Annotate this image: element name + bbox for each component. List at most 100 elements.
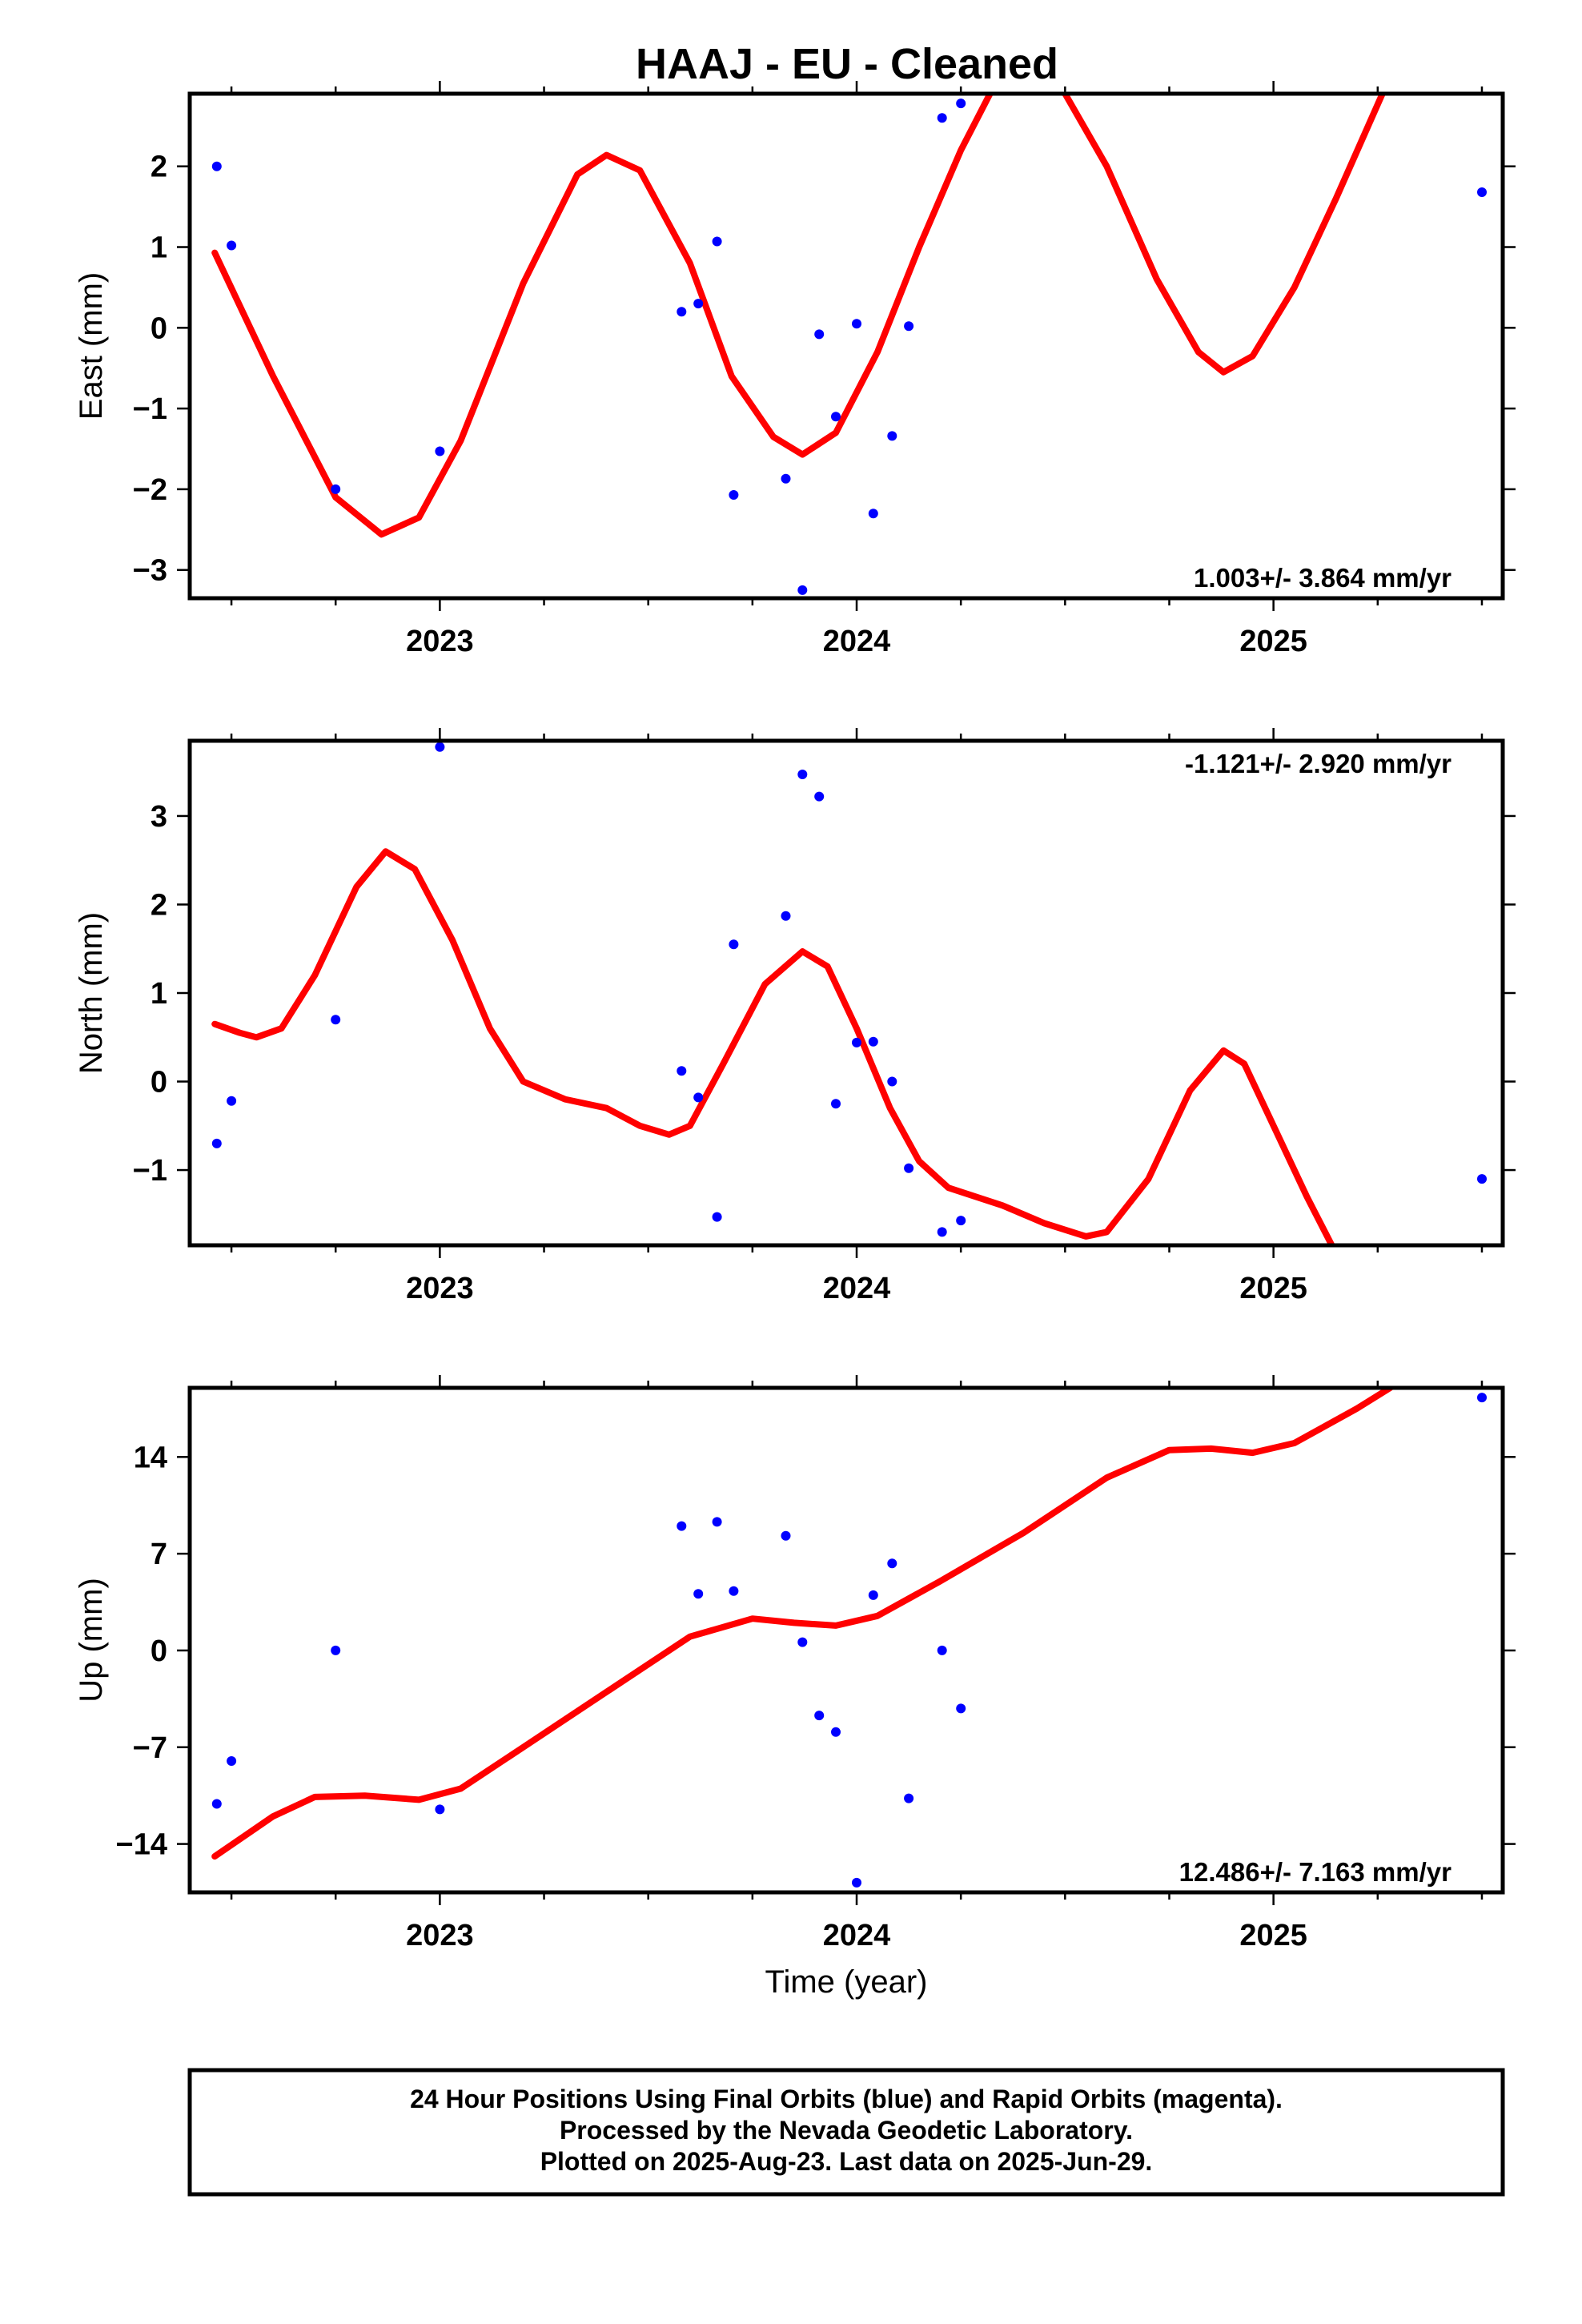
y-tick-label: 7 bbox=[151, 1538, 167, 1571]
footer-line-2: Processed by the Nevada Geodetic Laborat… bbox=[560, 2116, 1133, 2145]
data-point bbox=[797, 770, 808, 779]
data-point bbox=[937, 113, 947, 123]
data-point bbox=[831, 1727, 841, 1737]
data-point bbox=[729, 490, 739, 500]
data-point bbox=[904, 1793, 914, 1803]
model-fit-line bbox=[211, 848, 1335, 1245]
data-point bbox=[852, 1037, 861, 1047]
data-point bbox=[227, 1756, 237, 1766]
y-tick-label: 0 bbox=[151, 1634, 167, 1668]
y-tick-label: 1 bbox=[151, 977, 167, 1011]
y-tick-label: 1 bbox=[151, 231, 167, 265]
data-point bbox=[331, 1015, 341, 1025]
data-point bbox=[227, 240, 237, 251]
y-tick-label: 0 bbox=[151, 1066, 167, 1100]
data-point bbox=[868, 1590, 878, 1600]
data-point bbox=[677, 1521, 687, 1531]
data-point bbox=[211, 1799, 222, 1809]
data-point bbox=[1477, 1393, 1487, 1403]
footer-line-3: Plotted on 2025-Aug-23. Last data on 202… bbox=[540, 2147, 1153, 2176]
x-axis-label: Time (year) bbox=[765, 1964, 928, 2000]
x-tick-label: 2023 bbox=[406, 625, 474, 658]
data-point bbox=[677, 1066, 687, 1076]
plot-frame bbox=[187, 1385, 1505, 1895]
y-tick-label: 0 bbox=[151, 312, 167, 345]
data-point bbox=[712, 1517, 722, 1527]
data-point bbox=[781, 911, 791, 921]
model-fit-line bbox=[211, 94, 1387, 538]
data-point bbox=[814, 1711, 825, 1721]
data-point bbox=[331, 1645, 341, 1655]
data-point bbox=[937, 1645, 947, 1655]
velocity-rate-label: -1.121+/- 2.920 mm/yr bbox=[1185, 749, 1452, 778]
up-panel: 2023 2024 2025 −14 −7 0 7 14 Up (mm) Time (year) 1… bbox=[74, 1375, 1516, 2000]
x-tick-label: 2025 bbox=[1239, 1272, 1307, 1305]
data-point bbox=[693, 299, 704, 309]
y-axis-label: North (mm) bbox=[74, 912, 109, 1074]
north-panel: 2023 2024 2025 −1 0 1 2 3 North (mm) -1.121+/- 2.… bbox=[74, 728, 1516, 1305]
y-tick-label: −3 bbox=[133, 554, 167, 588]
data-point bbox=[887, 431, 897, 441]
y-tick-label: 2 bbox=[151, 888, 167, 922]
data-point bbox=[852, 319, 861, 329]
y-axis-label: East (mm) bbox=[74, 272, 109, 420]
velocity-rate-label: 1.003+/- 3.864 mm/yr bbox=[1194, 563, 1452, 593]
x-tick-label: 2025 bbox=[1239, 1919, 1307, 1952]
y-axis-label: Up (mm) bbox=[74, 1578, 109, 1703]
data-point bbox=[435, 1804, 445, 1815]
x-tick-label: 2023 bbox=[406, 1272, 474, 1305]
chart-title: HAAJ - EU - Cleaned bbox=[636, 40, 1058, 88]
velocity-rate-label: 12.486+/- 7.163 mm/yr bbox=[1179, 1857, 1452, 1887]
data-point bbox=[211, 1138, 222, 1148]
model-fit-line bbox=[211, 1388, 1394, 1860]
data-point bbox=[814, 329, 825, 340]
data-point bbox=[904, 1163, 914, 1173]
data-point bbox=[331, 484, 341, 494]
data-point bbox=[814, 791, 825, 802]
x-tick-label: 2025 bbox=[1239, 625, 1307, 658]
data-point bbox=[781, 473, 791, 484]
data-point bbox=[227, 1096, 237, 1106]
x-tick-label: 2024 bbox=[823, 625, 891, 658]
plot-frame bbox=[187, 738, 1505, 1248]
data-point bbox=[956, 1703, 966, 1714]
data-point bbox=[797, 585, 808, 595]
data-point bbox=[1477, 1174, 1487, 1184]
data-point bbox=[677, 307, 687, 317]
east-panel: 2023 2024 2025 −3 −2 −1 0 1 2 East (mm) 1.003+/- 3… bbox=[74, 81, 1516, 658]
data-point bbox=[435, 446, 445, 456]
data-point bbox=[904, 321, 914, 332]
data-point bbox=[435, 742, 445, 752]
plot-frame bbox=[187, 91, 1505, 601]
data-point bbox=[868, 509, 878, 519]
x-tick-label: 2024 bbox=[823, 1919, 891, 1952]
y-tick-label: −1 bbox=[133, 392, 167, 426]
data-point bbox=[211, 161, 222, 171]
data-point bbox=[712, 1212, 722, 1222]
data-point bbox=[831, 412, 841, 422]
data-point bbox=[1477, 187, 1487, 197]
data-point bbox=[693, 1092, 704, 1103]
x-tick-label: 2024 bbox=[823, 1272, 891, 1305]
data-point bbox=[831, 1099, 841, 1109]
y-tick-label: −1 bbox=[133, 1154, 167, 1188]
y-tick-label: −14 bbox=[116, 1828, 167, 1862]
y-tick-label: 3 bbox=[151, 800, 167, 834]
data-point bbox=[852, 1877, 861, 1888]
y-tick-label: −2 bbox=[133, 473, 167, 507]
y-tick-label: −7 bbox=[133, 1731, 167, 1765]
data-point bbox=[781, 1530, 791, 1541]
data-point bbox=[887, 1076, 897, 1087]
y-tick-label: 2 bbox=[151, 151, 167, 184]
x-tick-label: 2023 bbox=[406, 1919, 474, 1952]
data-point bbox=[956, 99, 966, 109]
data-point bbox=[693, 1589, 704, 1599]
footer-line-1: 24 Hour Positions Using Final Orbits (bl… bbox=[410, 2085, 1283, 2113]
data-point bbox=[887, 1558, 897, 1569]
data-point bbox=[868, 1036, 878, 1047]
y-tick-label: 14 bbox=[134, 1441, 167, 1474]
data-point bbox=[956, 1216, 966, 1226]
data-point bbox=[729, 1586, 739, 1596]
data-point bbox=[712, 236, 722, 247]
